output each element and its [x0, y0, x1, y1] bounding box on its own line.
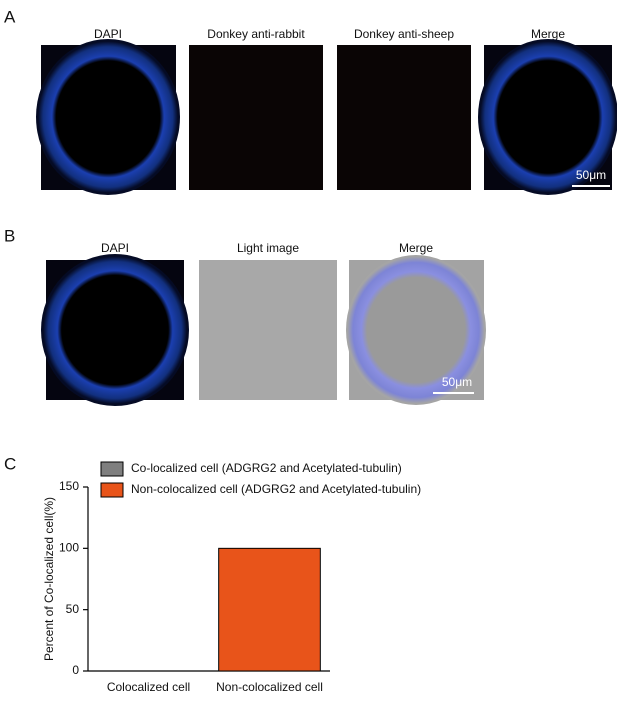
- panel-label: B: [4, 226, 15, 245]
- image-title: Light image: [237, 241, 299, 255]
- image-content: [346, 255, 486, 405]
- scale-bar-label: 50μm: [576, 168, 606, 182]
- image-title: DAPI: [101, 241, 129, 255]
- image-content: [36, 39, 180, 195]
- image-title: Donkey anti-sheep: [354, 27, 454, 41]
- image: [189, 45, 323, 190]
- legend-swatch: [100, 461, 124, 477]
- x-tick-label: Non-colocalized cell: [216, 680, 323, 694]
- y-tick-label: 50: [66, 602, 80, 616]
- image-content: [41, 254, 189, 406]
- x-tick-label: Colocalized cell: [107, 680, 190, 694]
- legend-label: Non-colocalized cell (ADGRG2 and Acetyla…: [131, 482, 421, 496]
- image-title: Donkey anti-rabbit: [207, 27, 305, 41]
- image: [337, 45, 471, 190]
- y-tick-label: 100: [59, 541, 79, 555]
- y-tick-label: 150: [59, 479, 79, 493]
- image-title: DAPI: [94, 27, 122, 41]
- image-content: [478, 39, 617, 195]
- panel-label: A: [4, 7, 16, 26]
- legend-swatch: [100, 482, 124, 498]
- image-title: Merge: [531, 27, 565, 41]
- scale-bar-label: 50μm: [442, 375, 472, 389]
- legend-label: Co-localized cell (ADGRG2 and Acetylated…: [131, 461, 402, 475]
- image: [199, 260, 337, 400]
- y-axis-label: Percent of Co-localized cell(%): [42, 497, 56, 661]
- bar: [218, 547, 321, 672]
- image-title: Merge: [399, 241, 433, 255]
- panel-label: C: [4, 454, 16, 473]
- y-tick-label: 0: [72, 663, 79, 677]
